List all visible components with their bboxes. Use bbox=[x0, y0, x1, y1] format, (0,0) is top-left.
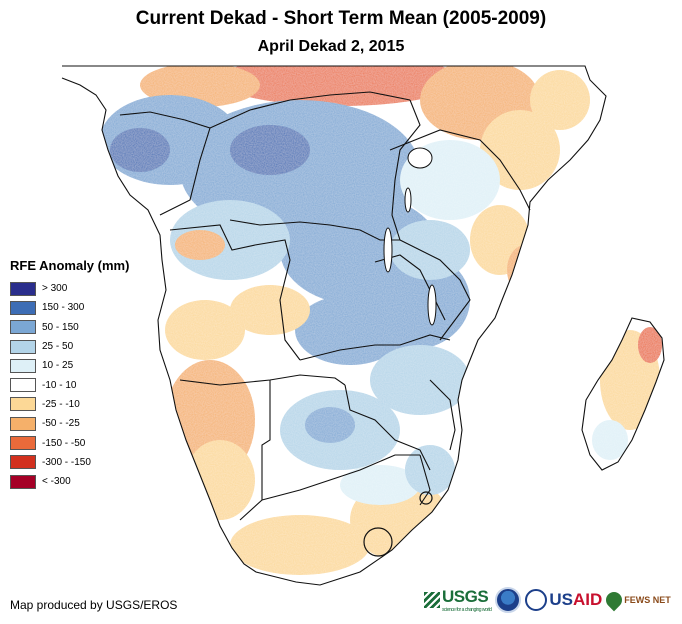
usaid-logo: US AID bbox=[525, 589, 602, 611]
legend-swatch bbox=[10, 358, 36, 373]
usaid-logo-us: US bbox=[549, 590, 573, 609]
legend-item: -50 - -25 bbox=[10, 414, 129, 433]
legend-label: < -300 bbox=[42, 476, 71, 488]
country-boundaries bbox=[61, 65, 665, 586]
legend-item: -10 - 10 bbox=[10, 375, 129, 394]
usaid-logo-aid: AID bbox=[573, 590, 603, 609]
legend-label: 25 - 50 bbox=[42, 341, 74, 353]
usgs-tagline: science for a changing world bbox=[442, 607, 492, 613]
legend-swatch bbox=[10, 455, 36, 470]
legend-item: -25 - -10 bbox=[10, 395, 129, 414]
legend-label: > 300 bbox=[42, 283, 68, 295]
legend-swatch bbox=[10, 320, 36, 335]
legend-swatch bbox=[10, 281, 36, 296]
usgs-waves-icon bbox=[424, 592, 440, 608]
legend-label: -150 - -50 bbox=[42, 437, 86, 449]
map-title: Current Dekad - Short Term Mean (2005-20… bbox=[135, 8, 547, 29]
legend-item: 10 - 25 bbox=[10, 356, 129, 375]
lesotho-boundary bbox=[363, 527, 393, 557]
legend-label: -10 - 10 bbox=[42, 379, 77, 391]
legend-item: > 300 bbox=[10, 279, 129, 298]
fews-net-text: FEWS NET bbox=[624, 595, 671, 605]
legend-item: -300 - -150 bbox=[10, 453, 129, 472]
usgs-logo: USGS science for a changing world bbox=[424, 587, 492, 613]
noaa-logo bbox=[495, 587, 522, 613]
legend-swatch bbox=[10, 378, 36, 393]
map-subtitle: April Dekad 2, 2015 bbox=[257, 38, 405, 55]
legend-swatch bbox=[10, 416, 36, 431]
legend-item: -150 - -50 bbox=[10, 433, 129, 452]
usgs-logo-text: USGS bbox=[442, 587, 489, 606]
legend-label: 50 - 150 bbox=[42, 321, 79, 333]
legend-swatch bbox=[10, 397, 36, 412]
legend-item: 25 - 50 bbox=[10, 337, 129, 356]
legend-label: -300 - -150 bbox=[42, 456, 91, 468]
swaziland-boundary bbox=[419, 491, 433, 505]
legend-label: -50 - -25 bbox=[42, 418, 80, 430]
usaid-seal-icon bbox=[525, 589, 548, 611]
legend-item: 150 - 300 bbox=[10, 298, 129, 317]
legend-swatch bbox=[10, 474, 36, 489]
legend-title: RFE Anomaly (mm) bbox=[10, 258, 130, 273]
legend-label: 10 - 25 bbox=[42, 360, 74, 372]
lakes bbox=[383, 147, 437, 326]
fews-net-logo: FEWS NET bbox=[602, 588, 671, 612]
legend-item: < -300 bbox=[10, 472, 129, 491]
fews-drop-icon bbox=[602, 588, 626, 612]
legend-swatch bbox=[10, 339, 36, 354]
legend: RFE Anomaly (mm) > 300 150 - 300 50 - 150 2… bbox=[10, 258, 129, 491]
legend-label: 150 - 300 bbox=[42, 302, 85, 314]
logo-bar: USGS science for a changing world US AID F… bbox=[424, 582, 676, 618]
credit-text: Map produced by USGS/EROS bbox=[10, 598, 178, 612]
legend-swatch bbox=[10, 300, 36, 315]
legend-label: -25 - -10 bbox=[42, 398, 80, 410]
legend-swatch bbox=[10, 436, 36, 451]
legend-item: 50 - 150 bbox=[10, 318, 129, 337]
